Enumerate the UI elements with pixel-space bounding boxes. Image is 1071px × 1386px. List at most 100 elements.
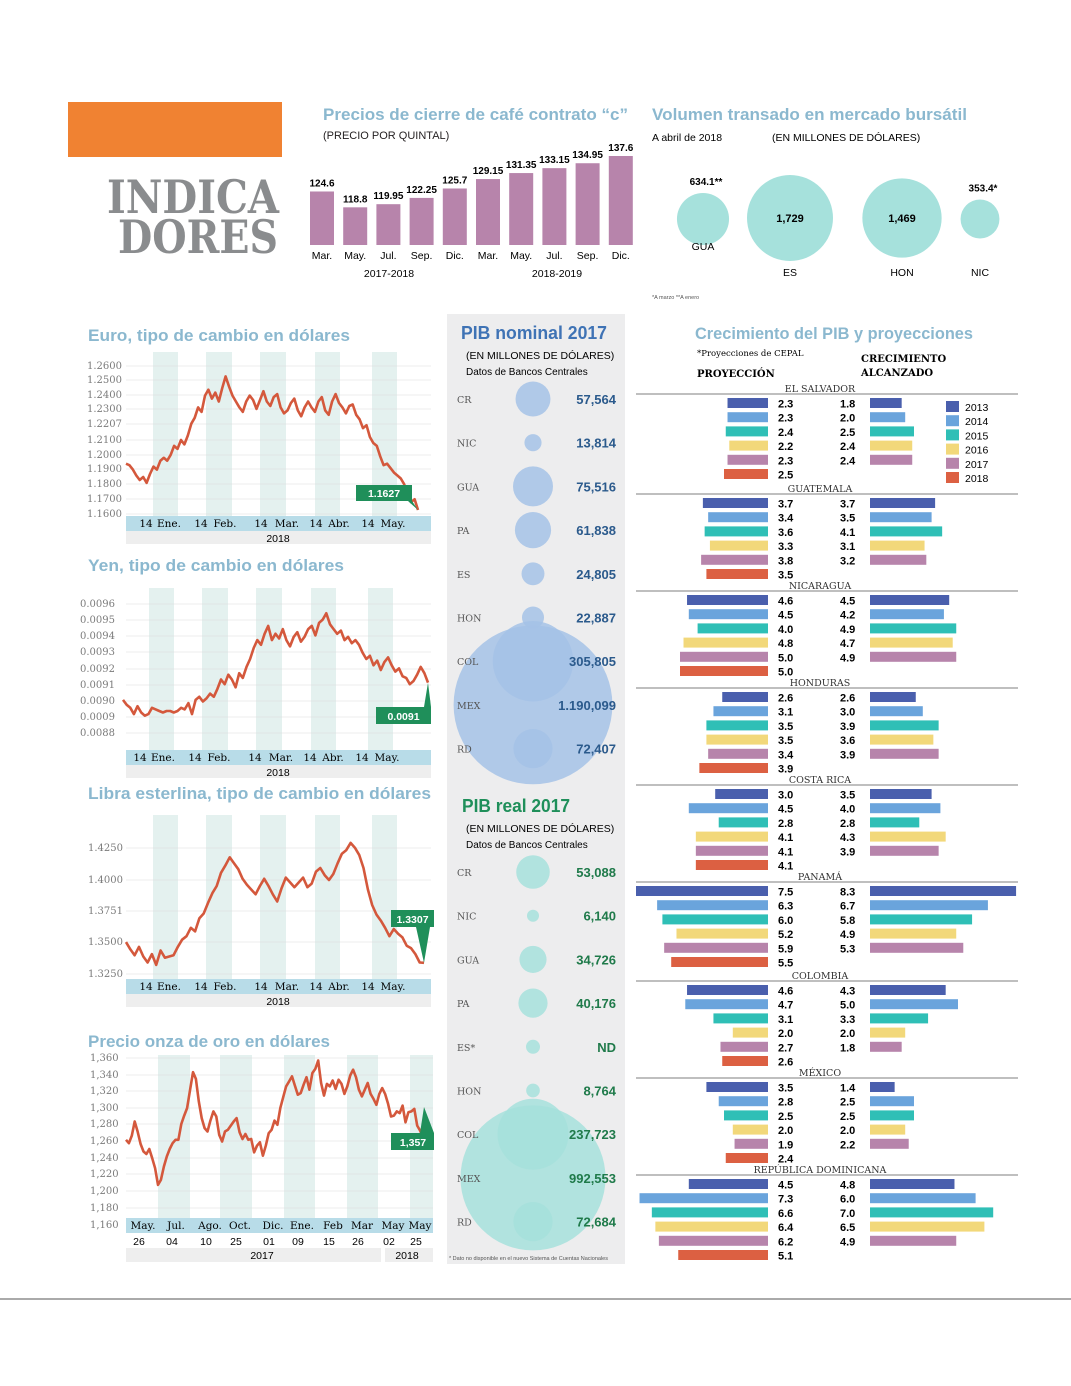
growth-note: *Proyecciones de CEPAL [697, 349, 804, 359]
x-tick-label: 14 [254, 518, 268, 530]
legend-swatch [946, 415, 959, 427]
growth-title: Crecimiento del PIB y proyecciones [695, 324, 973, 343]
x-tick-label: Ene. [157, 518, 181, 530]
volume-bubble [747, 175, 833, 261]
band-stripe [158, 1055, 190, 1218]
coffee-bar [476, 179, 500, 245]
year-band [385, 1248, 433, 1262]
achieved-bar [870, 900, 988, 911]
last-value-label: 0.0091 [387, 711, 419, 723]
y-tick-label: 1,360 [90, 1053, 119, 1064]
pib-country-label: HON [457, 614, 481, 625]
x-tick-label: May. [381, 981, 406, 993]
coffee-category-label: Sep. [577, 250, 599, 262]
orange-banner [68, 102, 282, 157]
pib-value-label: 34,726 [576, 952, 616, 967]
country-label: EL SALVADOR [785, 384, 856, 395]
coffee-bar [509, 173, 534, 245]
projection-value: 3.1 [778, 1014, 793, 1026]
coffee-category-label: Mar. [478, 250, 498, 262]
achieved-bar [870, 734, 934, 745]
legend-swatch [946, 401, 959, 412]
projection-bar [657, 900, 768, 911]
projection-bar [718, 817, 768, 828]
x-axis-band [126, 979, 431, 994]
y-tick-label: 1,240 [90, 1153, 119, 1164]
projection-bar [695, 845, 768, 856]
x-tick-label: 14 [309, 981, 323, 993]
year-band [126, 531, 431, 544]
achieved-value: 6.0 [840, 1194, 855, 1206]
volume-value-label: 634.1** [690, 177, 723, 188]
x-tick-label: 14 [188, 752, 202, 764]
country-label: HONDURAS [790, 678, 851, 689]
y-tick-label: 1,180 [90, 1203, 119, 1214]
pib-country-label: ES* [457, 1043, 475, 1054]
gold-chart: Precio onza de oro en dólares 1,360 1,340… [88, 1032, 434, 1262]
pib-real-title: PIB real 2017 [462, 796, 570, 816]
projection-bar [727, 398, 768, 408]
projection-bar [683, 637, 768, 648]
projection-bar [678, 1250, 768, 1260]
achieved-bar [870, 914, 973, 925]
projection-value: 3.5 [778, 1083, 793, 1095]
projection-value: 3.6 [778, 527, 793, 539]
projection-bar [724, 469, 768, 479]
day-label: 25 [410, 1236, 422, 1248]
achieved-value: 2.5 [840, 1111, 855, 1123]
projection-value: 4.5 [778, 1180, 793, 1192]
projection-bar [662, 914, 768, 925]
year-band [126, 1248, 381, 1262]
achieved-value: 1.4 [840, 1083, 856, 1095]
achieved-bar [870, 540, 925, 551]
volume-subtitle-left: A abril de 2018 [652, 132, 722, 144]
y-tick-label: 1,340 [90, 1070, 119, 1081]
y-tick-label: 1,200 [90, 1186, 119, 1197]
pib-bubble [513, 1201, 553, 1242]
projection-bar [722, 1056, 768, 1066]
achieved-bar [870, 440, 913, 451]
achieved-value: 2.8 [840, 818, 855, 830]
projection-value: 3.4 [778, 749, 794, 761]
coffee-category-label: Dic. [446, 250, 464, 262]
gdp-growth-chart: Crecimiento del PIB y proyecciones *Proy… [636, 324, 1018, 1263]
achieved-value: 3.5 [840, 513, 855, 525]
last-value-label: 1,357 [400, 1137, 426, 1149]
band-stripe [153, 815, 178, 979]
last-value-label: 1.3307 [396, 914, 428, 926]
country-label: COLOMBIA [792, 971, 849, 982]
coffee-value-label: 125.7 [442, 175, 467, 186]
projection-bar [695, 831, 768, 842]
x-axis-band [126, 516, 431, 531]
achieved-bar [870, 692, 916, 702]
projection-value: 6.6 [778, 1208, 793, 1220]
achieved-bar [870, 1138, 909, 1149]
x-tick-label: 14 [361, 518, 375, 530]
achieved-bar [870, 454, 913, 465]
x-tick-label: 14 [139, 518, 153, 530]
country-label: NICARAGUA [789, 581, 852, 592]
projection-bar [720, 1041, 768, 1052]
projection-value: 4.1 [778, 832, 793, 844]
coffee-value-label: 119.95 [373, 191, 403, 202]
achieved-bar [870, 1193, 976, 1204]
legend-swatch [946, 457, 959, 469]
y-tick-label: 0.0091 [80, 680, 115, 691]
projection-bar [709, 540, 768, 551]
day-label: 26 [352, 1236, 364, 1248]
projection-bar [732, 1124, 768, 1135]
projection-bar [658, 1235, 768, 1246]
yen-chart: Yen, tipo de cambio en dólares 0.0096 0.0… [80, 556, 431, 779]
pib-value-label: 1.190,099 [558, 698, 616, 713]
achieved-value: 2.4 [840, 455, 856, 467]
projection-value: 1.9 [778, 1139, 793, 1151]
libra-title: Libra esterlina, tipo de cambio en dólar… [88, 784, 431, 803]
projection-value: 2.3 [778, 455, 793, 467]
projection-bar [680, 666, 768, 676]
pib-bubble [516, 855, 550, 889]
volume-value-label: 1,729 [776, 213, 804, 225]
projection-value: 4.5 [778, 610, 793, 622]
projection-bar [688, 1179, 768, 1189]
coffee-category-label: Jul. [546, 250, 562, 262]
coffee-category-label: Mar. [312, 250, 332, 262]
